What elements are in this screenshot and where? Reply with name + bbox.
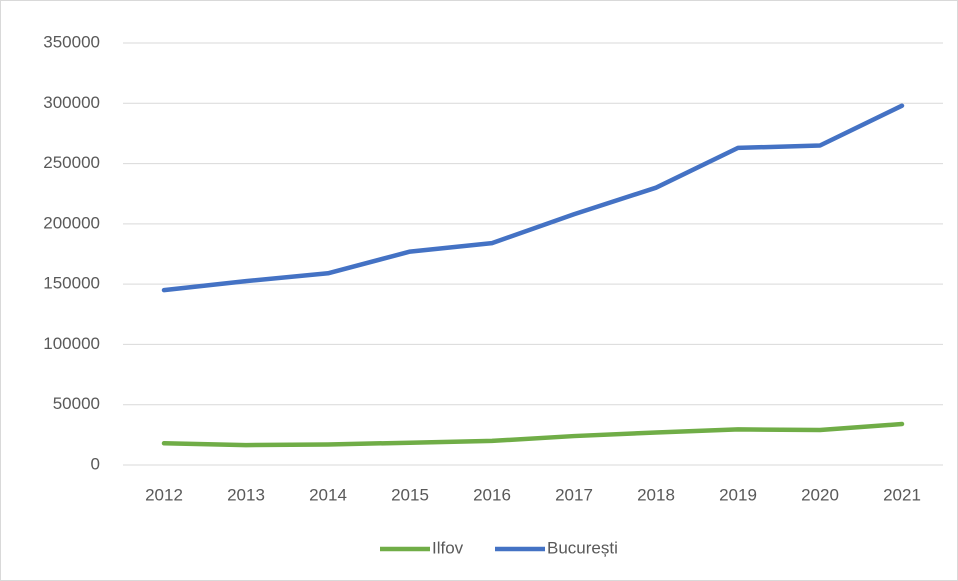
- x-tick-label: 2018: [637, 485, 675, 504]
- legend-label: București: [547, 538, 618, 557]
- y-tick-label: 100000: [43, 334, 100, 353]
- legend-label: Ilfov: [432, 538, 464, 557]
- x-tick-label: 2019: [719, 485, 757, 504]
- y-tick-label: 250000: [43, 153, 100, 172]
- x-tick-label: 2016: [473, 485, 511, 504]
- y-tick-label: 350000: [43, 32, 100, 51]
- series-line: [161, 103, 905, 293]
- y-tick-label: 200000: [43, 213, 100, 232]
- y-tick-label: 0: [91, 454, 100, 473]
- x-tick-label: 2021: [883, 485, 921, 504]
- x-tick-label: 2020: [801, 485, 839, 504]
- y-tick-label: 50000: [53, 394, 100, 413]
- y-tick-label: 150000: [43, 274, 100, 293]
- x-tick-label: 2015: [391, 485, 429, 504]
- series-line: [161, 421, 905, 448]
- x-tick-label: 2012: [145, 485, 183, 504]
- x-tick-label: 2013: [227, 485, 265, 504]
- y-tick-label: 300000: [43, 93, 100, 112]
- x-tick-label: 2017: [555, 485, 593, 504]
- x-tick-label: 2014: [309, 485, 347, 504]
